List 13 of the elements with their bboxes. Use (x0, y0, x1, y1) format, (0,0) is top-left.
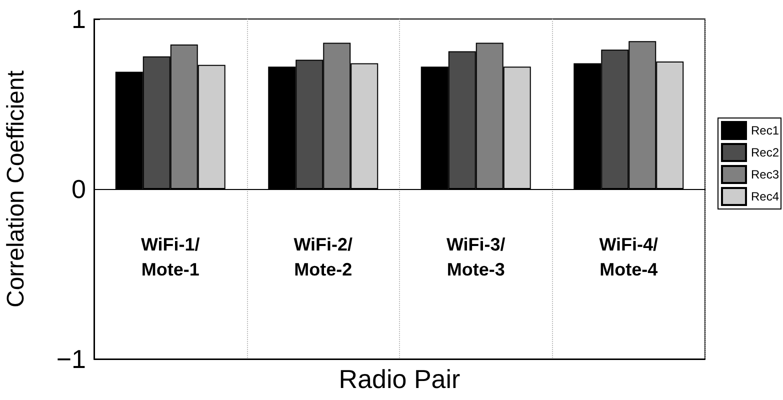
y-tick-label: 1 (72, 4, 86, 34)
legend-label: Rec3 (750, 168, 780, 182)
y-tick-label: −1 (56, 344, 86, 374)
x-tick-label: WiFi-2/ Mote-2 (294, 234, 353, 280)
y-axis-title: Correlation Coefficient (2, 70, 30, 308)
legend-label: Rec2 (750, 146, 780, 160)
x-tick-label: WiFi-1/ Mote-1 (140, 234, 200, 280)
x-tick-label: WiFi-3/ Mote-3 (446, 234, 506, 280)
legend-label: Rec4 (750, 190, 780, 204)
x-axis-title: Radio Pair (338, 364, 461, 394)
x-tick-label: WiFi-4/ Mote-4 (599, 234, 658, 280)
legend-label: Rec1 (750, 124, 780, 138)
y-tick-label: 0 (72, 174, 86, 204)
